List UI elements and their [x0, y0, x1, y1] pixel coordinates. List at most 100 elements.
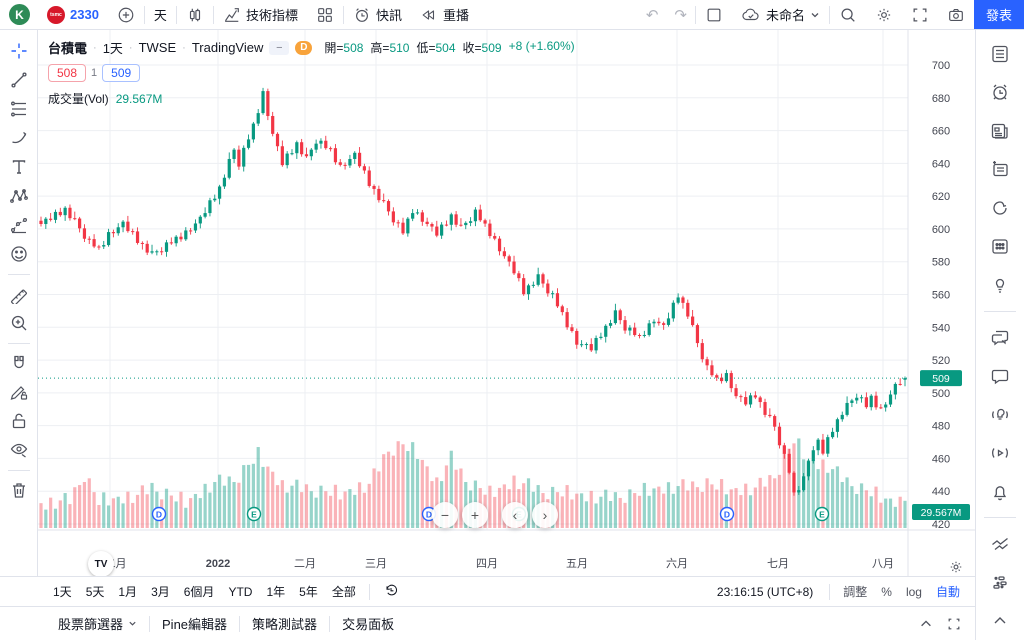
fib-retracement-tool[interactable]	[5, 95, 33, 123]
layout-select-button[interactable]	[696, 0, 732, 29]
chart-panel[interactable]: 700 680 660 640 620 600 580 560 540 520 500 480 460 4…	[38, 30, 975, 579]
compare-button[interactable]	[108, 0, 144, 29]
magnet-tool[interactable]	[5, 349, 33, 377]
private-chat-button[interactable]	[985, 361, 1015, 391]
legend-separator: ·	[182, 41, 186, 54]
percent-scale-toggle[interactable]: %	[881, 584, 892, 599]
alert-button[interactable]: 快訊	[344, 0, 411, 29]
range-button-1月[interactable]: 1月	[118, 585, 138, 599]
hide-all-drawings-tool[interactable]	[5, 436, 33, 464]
price-chart[interactable]: 700 680 660 640 620 600 580 560 540 520 500 480 460 4…	[38, 30, 975, 576]
chart-scroll-right-button[interactable]: ›	[532, 502, 558, 528]
bid-button[interactable]: 508	[48, 64, 87, 82]
range-button-5年[interactable]: 5年	[299, 585, 318, 599]
symbol-name: 2330	[70, 7, 99, 22]
clock-timezone[interactable]: 23:16:15 (UTC+8)	[716, 584, 814, 599]
lock-all-drawings-tool[interactable]	[5, 407, 33, 435]
crosshair-tool[interactable]	[5, 37, 33, 65]
journal-button[interactable]	[985, 155, 1015, 185]
ohlc-values: 開=508 高=510 低=504 收=509 +8 (+1.60%)	[324, 39, 575, 55]
alerts-button[interactable]	[985, 78, 1015, 108]
news-button[interactable]	[985, 116, 1015, 146]
hotlists-button[interactable]	[985, 193, 1015, 223]
trend-line-tool[interactable]	[5, 66, 33, 94]
legend-source[interactable]: TradingView	[191, 40, 264, 55]
range-button-1天[interactable]: 1天	[53, 585, 72, 599]
earnings-marker[interactable]	[246, 506, 262, 522]
dividend-marker[interactable]	[151, 506, 167, 522]
watchlist-button[interactable]	[985, 39, 1015, 69]
symbol-logo-icon: tsmc	[47, 5, 65, 24]
adjust-data-toggle[interactable]: 調整	[843, 585, 868, 599]
range-button-5天[interactable]: 5天	[85, 585, 105, 599]
range-button-全部[interactable]: 全部	[331, 585, 356, 599]
text-tool[interactable]	[5, 153, 33, 181]
undo-button[interactable]: ↶	[645, 6, 659, 24]
chart-style-button[interactable]	[177, 0, 213, 29]
user-avatar[interactable]: K	[9, 4, 30, 25]
brush-tool[interactable]	[5, 124, 33, 152]
emoji-tool[interactable]	[5, 240, 33, 268]
expand-panel-icon[interactable]	[919, 617, 933, 631]
replay-button[interactable]: 重播	[411, 0, 478, 29]
footer-tab-股票篩選器[interactable]: 股票篩選器	[46, 608, 149, 639]
calendar-button[interactable]	[985, 232, 1015, 262]
quick-search-button[interactable]	[830, 0, 866, 29]
ideas-stream-button[interactable]	[985, 400, 1015, 430]
toolbar-divider	[368, 583, 370, 600]
log-scale-toggle[interactable]: log	[905, 584, 922, 599]
settings-button[interactable]	[866, 0, 902, 29]
symbol-search-button[interactable]: tsmc 2330	[38, 0, 108, 29]
xabcd-pattern-tool[interactable]	[5, 182, 33, 210]
volume-row: 成交量(Vol) 29.567M	[48, 90, 575, 107]
ideas-button[interactable]	[985, 270, 1015, 300]
remove-drawings-tool[interactable]	[5, 476, 33, 504]
legend-interval[interactable]: 1天	[102, 41, 123, 56]
top-toolbar: K tsmc 2330 天 技術指標 快訊 重播	[0, 0, 1024, 30]
object-tree-button[interactable]	[985, 529, 1015, 559]
notifications-button[interactable]	[985, 477, 1015, 507]
volume-label[interactable]: 成交量(Vol)	[48, 92, 109, 106]
tradingview-logo[interactable]: TV	[88, 551, 114, 577]
fullscreen-button[interactable]	[902, 0, 938, 29]
timezone-settings-icon[interactable]	[944, 555, 968, 579]
footer-tab-交易面板[interactable]: 交易面板	[342, 617, 395, 632]
public-chats-button[interactable]	[985, 323, 1015, 353]
publish-button[interactable]: 發表	[973, 0, 1024, 29]
forecast-tool[interactable]	[5, 211, 33, 239]
svg-text:E: E	[251, 510, 257, 520]
range-button-YTD[interactable]: YTD	[228, 584, 253, 599]
drawing-mode-lock-tool[interactable]	[5, 378, 33, 406]
maximize-panel-icon[interactable]	[947, 617, 961, 631]
footer-tab-策略測試器[interactable]: 策略測試器	[252, 617, 318, 632]
templates-button[interactable]	[307, 0, 343, 29]
measure-tool[interactable]	[5, 280, 33, 308]
screenshot-button[interactable]	[938, 0, 974, 29]
redo-button[interactable]: ↷	[674, 6, 687, 24]
range-button-1年[interactable]: 1年	[266, 585, 286, 599]
auto-scale-toggle[interactable]: 自動	[935, 585, 960, 599]
range-button-3月[interactable]: 3月	[151, 585, 170, 599]
indicators-button[interactable]: 技術指標	[214, 0, 307, 29]
zoom-in-tool[interactable]	[5, 309, 33, 337]
chart-zoom-in-button[interactable]: +	[462, 502, 488, 528]
go-to-date-button[interactable]	[376, 578, 406, 605]
dividend-badge[interactable]: D	[295, 40, 313, 55]
footer-tab-Pine編輯器[interactable]: Pine編輯器	[162, 617, 228, 632]
collapse-sidebar-button[interactable]	[985, 606, 1015, 636]
chart-zoom-out-button[interactable]: −	[432, 502, 458, 528]
legend-collapse-button[interactable]: −	[269, 40, 290, 55]
legend-symbol-title[interactable]: 台積電	[48, 41, 88, 56]
streams-button[interactable]	[985, 438, 1015, 468]
ask-button[interactable]: 509	[102, 64, 141, 82]
earnings-marker[interactable]	[814, 506, 830, 522]
data-window-button[interactable]	[985, 568, 1015, 598]
dividend-marker[interactable]	[719, 506, 735, 522]
legend-exchange[interactable]: TWSE	[138, 40, 177, 55]
chart-scroll-left-button[interactable]: ‹	[502, 502, 528, 528]
price-tick: 440	[932, 486, 950, 498]
interval-button[interactable]: 天	[145, 0, 176, 29]
replay-label: 重播	[442, 8, 469, 23]
range-button-6個月[interactable]: 6個月	[183, 585, 215, 599]
save-layout-button[interactable]: 未命名	[732, 0, 829, 29]
